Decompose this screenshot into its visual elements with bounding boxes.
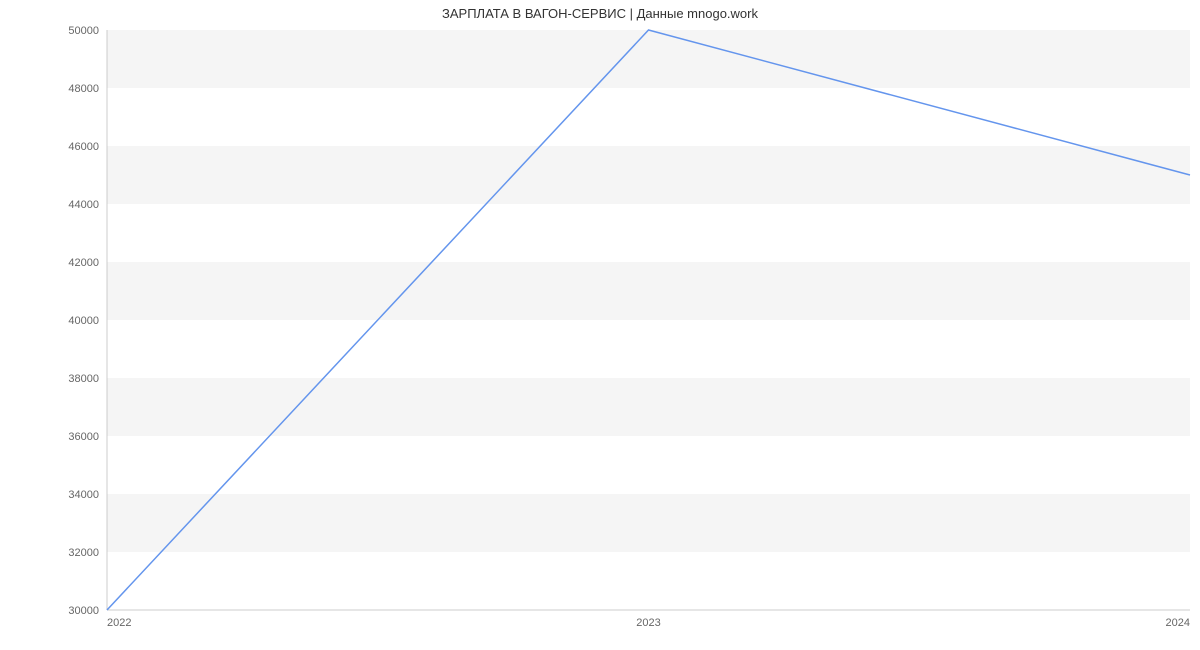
chart-title: ЗАРПЛАТА В ВАГОН-СЕРВИС | Данные mnogo.w… <box>0 6 1200 21</box>
grid-band <box>107 494 1190 552</box>
chart-svg: 30000 32000 34000 36000 38000 40000 42000 44000… <box>0 0 1200 650</box>
y-tick-label: 38000 <box>68 373 99 385</box>
y-tick-label: 48000 <box>68 83 99 95</box>
x-tick-label: 2023 <box>636 617 660 629</box>
y-tick-label: 50000 <box>68 25 99 37</box>
y-tick-label: 36000 <box>68 431 99 443</box>
y-tick-label: 30000 <box>68 605 99 617</box>
y-tick-label: 42000 <box>68 257 99 269</box>
y-tick-label: 40000 <box>68 315 99 327</box>
salary-line-chart: ЗАРПЛАТА В ВАГОН-СЕРВИС | Данные mnogo.w… <box>0 0 1200 650</box>
y-tick-label: 32000 <box>68 547 99 559</box>
y-tick-label: 44000 <box>68 199 99 211</box>
x-tick-label: 2024 <box>1166 617 1190 629</box>
y-tick-label: 46000 <box>68 141 99 153</box>
grid-band <box>107 262 1190 320</box>
y-tick-label: 34000 <box>68 489 99 501</box>
x-tick-label: 2022 <box>107 617 131 629</box>
grid-band <box>107 146 1190 204</box>
grid-band <box>107 30 1190 88</box>
grid-band <box>107 378 1190 436</box>
